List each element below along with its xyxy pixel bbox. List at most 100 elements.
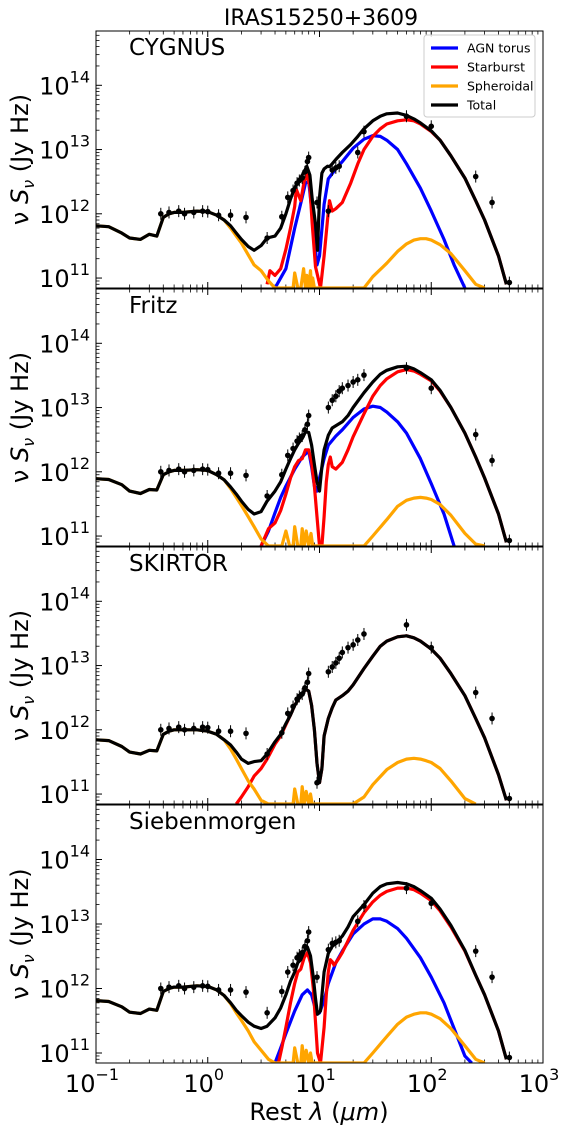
x-tick-labels: 10−1 100 101 102 103	[65, 1065, 559, 1098]
data-point	[290, 962, 296, 968]
y-tick-exponent: 13	[70, 648, 90, 667]
data-point	[215, 470, 222, 477]
data-point	[403, 113, 410, 120]
data-point	[284, 969, 291, 975]
data-point	[190, 209, 197, 216]
y-tick-label: 1011	[39, 776, 90, 809]
data-point	[336, 163, 342, 170]
observed-points	[157, 618, 513, 804]
data-point	[227, 987, 234, 993]
data-point	[175, 724, 182, 730]
legend-label: Total	[466, 98, 496, 113]
legend-box	[423, 34, 536, 118]
data-point	[157, 985, 164, 992]
y-tick-exponent: 13	[70, 390, 90, 409]
data-point	[325, 946, 332, 953]
data-point	[204, 724, 211, 731]
data-point	[428, 644, 435, 651]
y-tick-exponent: 14	[70, 67, 90, 86]
y-axis-label: ν Sν (Jy Hz)	[6, 352, 38, 483]
data-point	[299, 175, 305, 181]
data-point	[199, 724, 206, 730]
data-point	[506, 1054, 513, 1061]
y-tick-exponent: 11	[70, 1035, 90, 1054]
y-tick-label: 1013	[39, 132, 90, 165]
data-point	[284, 194, 291, 201]
data-point	[350, 642, 356, 648]
data-point	[339, 385, 346, 392]
data-point	[290, 445, 296, 452]
data-point	[299, 691, 305, 697]
data-point	[181, 468, 188, 475]
y-tick-label: 1014	[39, 842, 90, 875]
legend-label: AGN torus	[467, 41, 530, 56]
data-point	[166, 467, 172, 474]
data-point	[166, 984, 172, 990]
panel-frame	[95, 546, 544, 805]
data-point	[302, 427, 308, 433]
data-point	[290, 703, 296, 710]
data-point	[314, 974, 320, 980]
data-point	[305, 412, 312, 419]
data-point	[314, 779, 320, 786]
data-point	[489, 974, 495, 980]
x-tick-label: 102	[407, 1065, 448, 1098]
data-point	[227, 470, 234, 477]
data-point	[243, 214, 249, 221]
curves	[96, 880, 508, 1063]
data-point	[284, 710, 291, 717]
data-point	[489, 715, 495, 722]
data-point	[166, 725, 172, 732]
data-point	[279, 988, 285, 995]
data-point	[354, 637, 361, 643]
y-tick-exponent: 11	[70, 776, 90, 795]
curves	[96, 634, 508, 804]
y-tick-label: 1014	[39, 325, 90, 358]
data-point	[279, 471, 285, 478]
x-tick-exponent: 0	[214, 1065, 224, 1084]
data-point	[299, 433, 305, 439]
data-point	[428, 385, 435, 392]
legend: AGN torus Starburst Spheroidal Total	[423, 34, 536, 118]
data-point	[472, 173, 479, 180]
data-point	[489, 199, 495, 206]
y-axis-label: ν Sν (Jy Hz)	[6, 610, 38, 741]
data-point	[175, 466, 182, 472]
legend-label: Spheroidal	[467, 79, 534, 94]
y-tick-label: 1012	[39, 454, 90, 487]
figure-title: IRAS15250+3609	[224, 6, 418, 31]
data-point	[279, 729, 285, 736]
data-point	[403, 622, 410, 628]
data-point	[215, 212, 222, 219]
data-point	[215, 987, 222, 993]
data-point	[284, 452, 291, 459]
data-point	[279, 213, 285, 220]
data-point	[304, 679, 311, 686]
panel-frame	[95, 30, 544, 289]
data-point	[506, 279, 513, 286]
y-tick-label: 1013	[39, 390, 90, 423]
data-point	[428, 123, 435, 130]
curves	[96, 111, 508, 288]
x-tick-label: 100	[183, 1065, 224, 1098]
data-point	[354, 377, 361, 383]
y-tick-exponent: 12	[70, 454, 90, 473]
data-point	[302, 943, 308, 950]
data-point	[305, 929, 312, 935]
data-point	[157, 726, 164, 733]
data-point	[489, 457, 495, 464]
data-point	[199, 466, 206, 472]
data-point	[329, 397, 336, 404]
y-tick-label: 1012	[39, 971, 90, 1004]
legend-label: Starburst	[467, 60, 525, 75]
y-tick-exponent: 11	[70, 518, 90, 537]
data-point	[339, 649, 346, 656]
x-tick-exponent: 3	[549, 1065, 559, 1084]
data-point	[472, 431, 479, 438]
data-point	[304, 937, 311, 944]
data-point	[299, 949, 305, 956]
data-point	[354, 918, 361, 925]
data-point	[302, 169, 308, 175]
data-point	[227, 728, 234, 735]
